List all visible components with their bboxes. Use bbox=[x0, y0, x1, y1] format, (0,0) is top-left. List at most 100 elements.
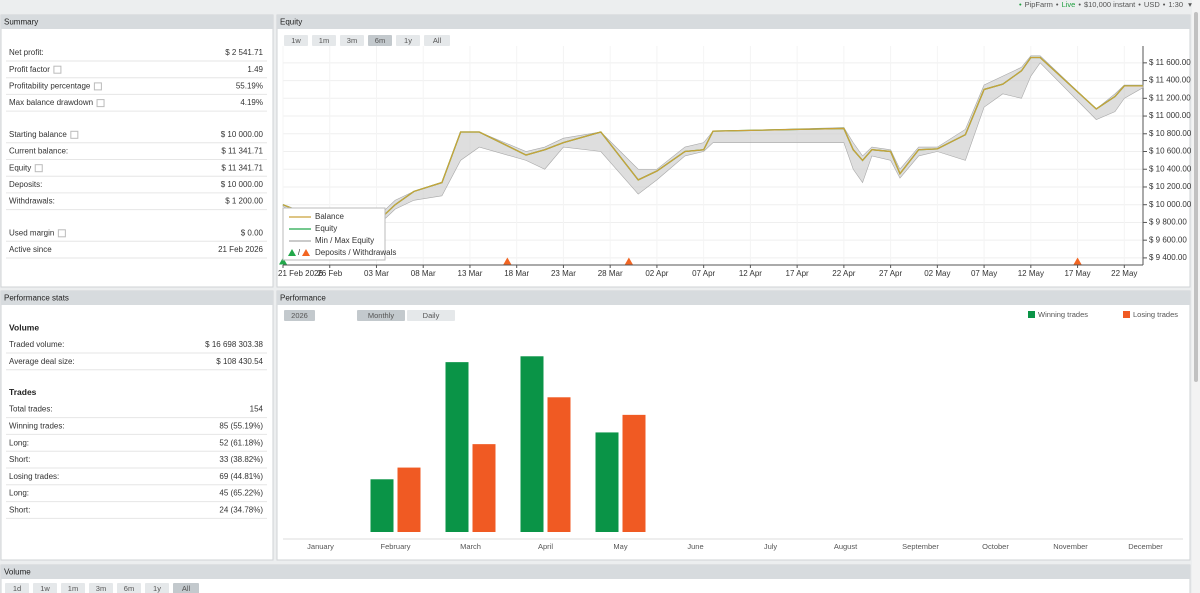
withdrawal-marker bbox=[624, 257, 633, 265]
button[interactable] bbox=[407, 310, 455, 321]
button-label[interactable]: 1y bbox=[404, 36, 412, 45]
bar bbox=[397, 467, 421, 532]
stat-value: 55.19% bbox=[236, 82, 263, 91]
summary-panel-title: Summary bbox=[4, 18, 38, 27]
button-label[interactable]: All bbox=[182, 584, 191, 593]
y-tick-label: $ 11 200.00 bbox=[1149, 93, 1191, 102]
stat-value: $ 11 341.71 bbox=[221, 147, 263, 156]
account-info: • PipFarm • Live • $10,000 instant • USD • 1:30 bbox=[1019, 0, 1183, 9]
x-tick-label: July bbox=[764, 542, 778, 551]
performance-panel bbox=[276, 290, 1191, 561]
button-label[interactable]: Monthly bbox=[368, 311, 395, 320]
x-tick-label: 12 May bbox=[1018, 269, 1044, 278]
stat-label: Short: bbox=[9, 455, 30, 464]
account-info-part: 1:30 bbox=[1168, 0, 1183, 9]
stat-label: Active since bbox=[9, 245, 52, 254]
account-info-part: Live bbox=[1062, 0, 1076, 9]
scrollbar-thumb[interactable] bbox=[1194, 12, 1198, 382]
button-label[interactable]: 1w bbox=[291, 36, 301, 45]
button[interactable] bbox=[340, 35, 364, 46]
y-tick-label: $ 10 600.00 bbox=[1149, 147, 1192, 156]
button-label[interactable]: 6m bbox=[375, 36, 385, 45]
account-info-part: • bbox=[1138, 0, 1141, 9]
info-icon bbox=[57, 229, 66, 238]
button-label[interactable]: 2026 bbox=[291, 311, 308, 320]
stat-value: $ 10 000.00 bbox=[221, 130, 264, 139]
button[interactable] bbox=[284, 35, 308, 46]
account-info-part: • bbox=[1056, 0, 1059, 9]
stat-value: $ 16 698 303.38 bbox=[205, 340, 263, 349]
bar bbox=[370, 479, 394, 532]
x-tick-label: November bbox=[1053, 542, 1088, 551]
stat-label: Starting balance bbox=[9, 130, 67, 139]
line-series bbox=[282, 56, 1143, 232]
stat-label: Winning trades: bbox=[9, 422, 65, 431]
button[interactable] bbox=[33, 583, 57, 593]
button-label[interactable]: 3m bbox=[96, 584, 106, 593]
y-tick-label: $ 11 400.00 bbox=[1149, 76, 1191, 85]
button[interactable] bbox=[61, 583, 85, 593]
legend-label: Balance bbox=[315, 212, 344, 221]
button[interactable] bbox=[5, 583, 29, 593]
stat-value: 1.49 bbox=[247, 65, 263, 74]
bar bbox=[547, 397, 571, 532]
performance-panel-header bbox=[277, 291, 1190, 305]
stat-value: $ 11 341.71 bbox=[221, 163, 263, 172]
x-tick-label: March bbox=[460, 542, 481, 551]
y-tick-label: $ 10 400.00 bbox=[1149, 164, 1192, 173]
x-tick-label: 13 Mar bbox=[458, 269, 483, 278]
y-tick-label: $ 11 600.00 bbox=[1149, 58, 1191, 67]
x-tick-label: 18 Mar bbox=[504, 269, 529, 278]
stat-label: Profitability percentage bbox=[9, 82, 91, 91]
legend-label: Equity bbox=[315, 224, 337, 233]
x-tick-label: 28 Mar bbox=[598, 269, 623, 278]
button-label[interactable]: 1m bbox=[68, 584, 78, 593]
button[interactable] bbox=[312, 35, 336, 46]
bar bbox=[472, 444, 496, 532]
x-tick-label: October bbox=[982, 542, 1009, 551]
account-info-part: $10,000 instant bbox=[1084, 0, 1136, 9]
account-info-part: • bbox=[1078, 0, 1081, 9]
x-tick-label: 22 May bbox=[1111, 269, 1137, 278]
button-label[interactable]: 6m bbox=[124, 584, 134, 593]
stat-label: Total trades: bbox=[9, 405, 53, 414]
button-label[interactable]: All bbox=[433, 36, 442, 45]
button-label[interactable]: 1d bbox=[13, 584, 21, 593]
stat-value: 21 Feb 2026 bbox=[218, 245, 263, 254]
stat-value: $ 2 541.71 bbox=[225, 48, 263, 57]
button[interactable] bbox=[89, 583, 113, 593]
x-tick-label: January bbox=[307, 542, 334, 551]
button-label[interactable]: 1y bbox=[153, 584, 161, 593]
button[interactable] bbox=[368, 35, 392, 46]
stat-value: $ 10 000.00 bbox=[221, 180, 264, 189]
x-tick-label: 07 Apr bbox=[692, 269, 715, 278]
account-menu-caret[interactable]: ▾ bbox=[1188, 0, 1192, 9]
stat-label: Average deal size: bbox=[9, 357, 75, 366]
button-label[interactable]: Daily bbox=[423, 311, 440, 320]
button-label[interactable]: 3m bbox=[347, 36, 357, 45]
button[interactable] bbox=[173, 583, 199, 593]
info-icon bbox=[53, 65, 62, 74]
button[interactable] bbox=[284, 310, 315, 321]
button[interactable] bbox=[357, 310, 405, 321]
stat-label: Losing trades: bbox=[9, 472, 59, 481]
stat-label: Short: bbox=[9, 506, 30, 515]
equity-panel-header bbox=[277, 15, 1190, 29]
stat-label: Withdrawals: bbox=[9, 197, 55, 206]
button[interactable] bbox=[396, 35, 420, 46]
button[interactable] bbox=[424, 35, 450, 46]
button[interactable] bbox=[117, 583, 141, 593]
x-tick-label: September bbox=[902, 542, 939, 551]
button-label[interactable]: 1w bbox=[40, 584, 50, 593]
y-tick-label: $ 10 000.00 bbox=[1149, 200, 1192, 209]
stat-value: 85 (55.19%) bbox=[219, 422, 263, 431]
stat-value: 24 (34.78%) bbox=[219, 506, 263, 515]
stat-value: 45 (65.22%) bbox=[219, 489, 263, 498]
x-tick-label: 23 Mar bbox=[551, 269, 576, 278]
button-label[interactable]: 1m bbox=[319, 36, 329, 45]
info-icon bbox=[93, 82, 102, 91]
x-tick-label: May bbox=[613, 542, 627, 551]
account-info-part: PipFarm bbox=[1025, 0, 1053, 9]
button[interactable] bbox=[145, 583, 169, 593]
summary-panel-header bbox=[1, 15, 273, 29]
